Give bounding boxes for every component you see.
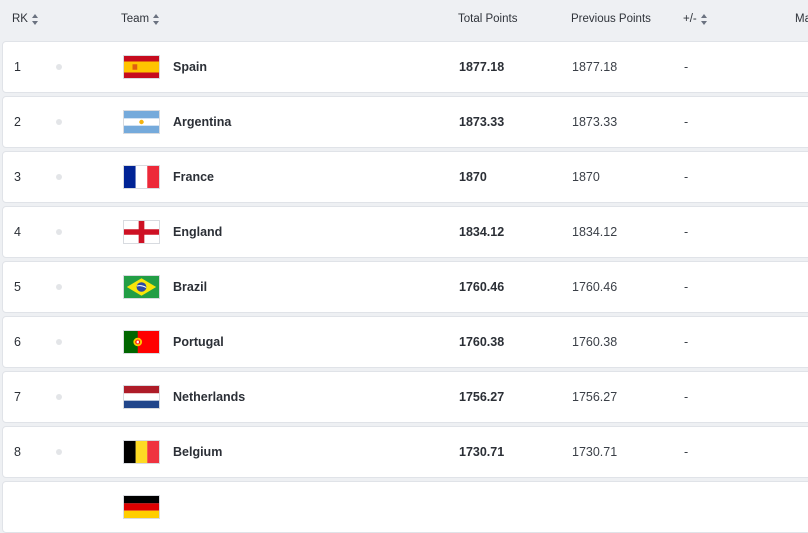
status-dot-icon [56,119,62,125]
points-change: - [684,335,689,349]
team-name[interactable]: France [173,170,214,184]
rank-cell: 3 [14,170,21,184]
column-header-change-label: +/- [683,13,697,25]
column-header-previous-label: Previous Points [571,13,651,25]
portugal-flag-icon [123,330,160,354]
england-flag-icon [123,220,160,244]
sort-icon[interactable] [153,13,160,25]
column-header-team-label: Team [121,13,150,25]
germany-flag-icon [123,495,160,519]
status-dot-icon [56,339,62,345]
team-name[interactable]: Argentina [173,115,232,129]
previous-points: 1756.27 [572,390,618,404]
team-name[interactable]: Portugal [173,335,224,349]
rank-cell: 7 [14,390,21,404]
column-header-change[interactable]: +/- [683,13,708,25]
status-dot-icon [56,229,62,235]
sort-icon[interactable] [31,13,39,25]
column-header-team[interactable]: Team [121,13,160,25]
column-header-rank[interactable]: RK [12,13,39,25]
status-dot-icon [56,64,62,70]
points-change: - [684,170,689,184]
ranking-table-header: RK Team Total Points Previous Points +/-… [0,0,808,40]
points-change: - [684,390,689,404]
team-name[interactable]: England [173,225,223,239]
table-row[interactable]: 7 Netherlands 1756.27 1756.27 - [2,371,808,423]
total-points: 1877.18 [459,60,505,74]
rank-cell: 5 [14,280,21,294]
table-row[interactable]: 8 Belgium 1730.71 1730.71 - [2,426,808,478]
status-dot-icon [56,449,62,455]
points-change: - [684,225,689,239]
total-points: 1760.46 [459,280,505,294]
points-change: - [684,445,689,459]
rank-cell: 4 [14,225,21,239]
table-row[interactable]: 2 Argentina 1873.33 1873.33 - [2,96,808,148]
table-row[interactable]: 3 France 1870 1870 - [2,151,808,203]
status-dot-icon [56,284,62,290]
team-name[interactable]: Belgium [173,445,223,459]
team-name[interactable]: Netherlands [173,390,246,404]
column-header-previous-points[interactable]: Previous Points [571,13,651,25]
previous-points: 1870 [572,170,600,184]
spain-flag-icon [123,55,160,79]
column-header-total-label: Total Points [458,13,518,25]
argentina-flag-icon [123,110,160,134]
previous-points: 1760.46 [572,280,618,294]
brazil-flag-icon [123,275,160,299]
points-change: - [684,115,689,129]
table-row[interactable]: 6 Portugal 1760.38 1760.38 - [2,316,808,368]
rank-cell: 1 [14,60,21,74]
total-points: 1834.12 [459,225,505,239]
team-name[interactable]: Brazil [173,280,208,294]
total-points: 1873.33 [459,115,505,129]
status-dot-icon [56,174,62,180]
previous-points: 1730.71 [572,445,618,459]
total-points: 1730.71 [459,445,505,459]
table-row[interactable]: 4 England 1834.12 1834.12 - [2,206,808,258]
previous-points: 1760.38 [572,335,618,349]
rank-cell: 2 [14,115,21,129]
total-points: 1760.38 [459,335,505,349]
total-points: 1756.27 [459,390,505,404]
rank-cell: 8 [14,445,21,459]
netherlands-flag-icon [123,385,160,409]
previous-points: 1834.12 [572,225,618,239]
status-dot-icon [56,394,62,400]
points-change: - [684,60,689,74]
belgium-flag-icon [123,440,160,464]
column-header-truncated-label: Ma [795,13,808,25]
team-name[interactable]: Spain [173,60,208,74]
points-change: - [684,280,689,294]
column-header-truncated[interactable]: Ma [795,13,808,25]
table-row[interactable] [2,481,808,533]
previous-points: 1877.18 [572,60,618,74]
column-header-total-points[interactable]: Total Points [458,13,517,25]
total-points: 1870 [459,170,487,184]
sort-icon[interactable] [700,13,708,25]
table-row[interactable]: 5 Brazil 1760.46 1760.46 - [2,261,808,313]
rank-cell: 6 [14,335,21,349]
previous-points: 1873.33 [572,115,618,129]
table-row[interactable]: 1 Spain 1877.18 1877.18 - [2,41,808,93]
column-header-rank-label: RK [12,13,28,25]
france-flag-icon [123,165,160,189]
